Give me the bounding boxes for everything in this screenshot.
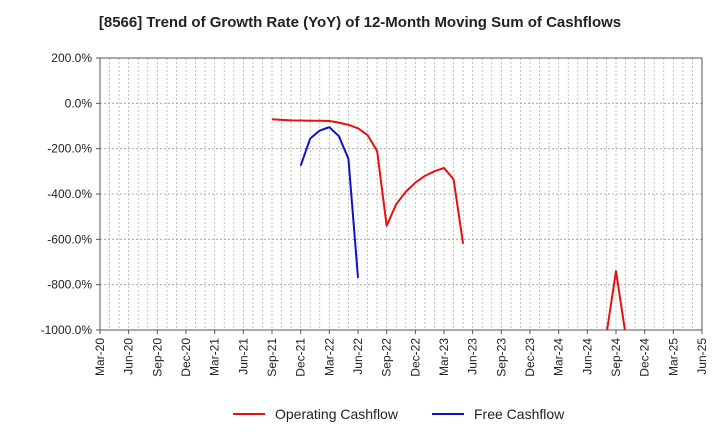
x-tick-label: Dec-24 [638,338,652,377]
operating-cashflow-line [606,270,626,330]
legend: Operating Cashflow Free Cashflow [233,406,565,422]
legend-label-free-cashflow: Free Cashflow [474,406,565,422]
x-tick-label: Mar-22 [322,338,336,376]
y-tick-label: -800.0% [47,278,92,292]
x-tick-label: Sep-23 [494,338,508,377]
x-tick-label: Jun-20 [122,338,136,375]
x-tick-label: Mar-21 [208,338,222,376]
y-tick-label: -600.0% [47,232,92,246]
x-tick-label: Jun-23 [466,338,480,375]
x-tick-label: Dec-20 [179,338,193,377]
x-tick-label: Mar-23 [437,338,451,376]
x-tick-label: Jun-22 [351,338,365,375]
x-tick-label: Dec-21 [294,338,308,377]
x-tick-label: Sep-22 [380,338,394,377]
x-tick-label: Dec-22 [408,338,422,377]
series-layer [271,118,626,330]
y-tick-label: 200.0% [51,51,92,65]
x-tick-label: Sep-24 [609,338,623,377]
chart-title: [8566] Trend of Growth Rate (YoY) of 12-… [98,14,622,31]
x-tick-label: Sep-21 [265,338,279,377]
free-cashflow-line [299,126,359,278]
x-tick-label: Sep-20 [150,338,164,377]
y-tick-layer: 200.0% 0.0% -200.0% -400.0% -600.0% -800.0% -1… [41,51,100,337]
x-tick-label: Mar-20 [93,338,107,376]
x-tick-label: Jun-21 [236,338,250,375]
x-tick-label: Dec-23 [523,338,537,377]
x-tick-label: Jun-25 [695,338,709,375]
legend-label-operating-cashflow: Operating Cashflow [275,406,399,422]
y-tick-label: -200.0% [47,142,92,156]
y-tick-label: -1000.0% [41,323,93,337]
x-tick-label: Mar-24 [552,338,566,376]
x-tick-label: Jun-24 [580,338,594,375]
x-tick-label: Mar-25 [666,338,680,376]
y-tick-label: 0.0% [65,96,93,110]
operating-cashflow-line [271,118,465,245]
x-tick-layer: Mar-20 Jun-20 Sep-20 Dec-20 Mar-21 Jun-21 Sep-… [93,330,709,377]
y-tick-label: -400.0% [47,187,92,201]
